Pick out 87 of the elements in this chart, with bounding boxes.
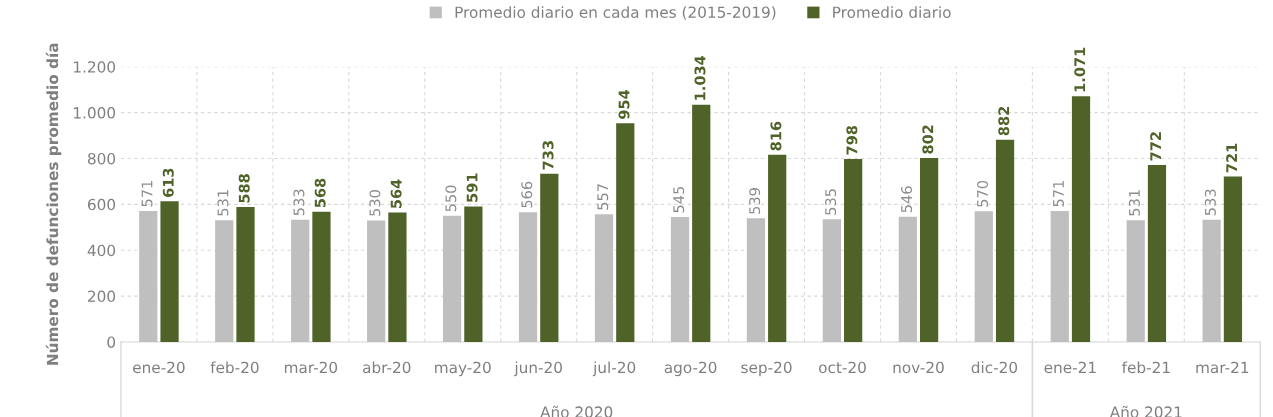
x-tick-label: ago-20 <box>664 361 717 377</box>
bar <box>312 211 331 342</box>
y-tick-label: 600 <box>87 198 116 211</box>
text: Año 2020 <box>540 405 613 417</box>
data-label: 535 <box>825 189 837 215</box>
y-tick-label: 200 <box>88 290 116 303</box>
data-label: 954 <box>618 89 630 119</box>
data-label: 533 <box>1204 189 1216 216</box>
bar <box>1126 220 1145 342</box>
y-tick-label: 800 <box>87 152 116 165</box>
x-tick-label: jun-20 <box>514 361 562 377</box>
bar <box>442 215 462 342</box>
legend-label: Promedio diario <box>833 6 951 18</box>
bar <box>540 173 559 342</box>
x-tick-label: mar-20 <box>284 361 338 374</box>
bar <box>1147 164 1167 342</box>
data-label: 1.071 <box>1074 47 1086 92</box>
y-tick-label: 1.200 <box>74 61 116 73</box>
data-label: 733 <box>542 141 554 170</box>
y-tick-label: 0 <box>107 336 116 348</box>
data-label: 545 <box>673 186 685 213</box>
bar <box>464 206 483 342</box>
data-label: 570 <box>976 180 989 207</box>
bar <box>1202 219 1221 342</box>
data-label: 591 <box>466 173 478 202</box>
y-tick-label: 400 <box>87 244 116 257</box>
bar <box>844 158 863 342</box>
data-label: 546 <box>901 186 913 213</box>
bar <box>1050 210 1069 342</box>
data-label: 530 <box>369 190 381 216</box>
data-label: 882 <box>998 107 1010 136</box>
x-tick-label: feb-21 <box>1121 361 1170 374</box>
bar <box>1223 176 1243 342</box>
data-label: 816 <box>770 121 782 151</box>
bar <box>236 207 255 342</box>
data-label: 772 <box>1150 132 1161 161</box>
data-label: 721 <box>1226 143 1237 173</box>
x-tick-label: oct-20 <box>819 361 866 374</box>
bar <box>898 216 917 342</box>
bar <box>616 123 635 342</box>
data-label: 533 <box>293 189 305 216</box>
x-tick-label: may-20 <box>435 361 491 377</box>
x-tick-label: feb-20 <box>210 361 259 374</box>
x-tick-label: nov-20 <box>893 361 944 374</box>
bar <box>367 220 386 342</box>
bar <box>746 218 766 342</box>
bar <box>160 201 179 342</box>
data-label: 550 <box>445 185 457 212</box>
data-label: 588 <box>238 174 250 203</box>
bar <box>670 216 690 342</box>
bar <box>594 214 614 342</box>
x-tick-label: jul-20 <box>592 361 636 377</box>
data-label: 568 <box>314 178 326 208</box>
y-axis-title: Número de defunciones promedio día <box>45 43 62 365</box>
x-tick-label: ene-21 <box>1044 361 1096 374</box>
bar <box>692 104 711 342</box>
legend-label: Promedio diario en cada mes (2015-2019) <box>455 6 776 20</box>
data-label: 566 <box>521 181 533 208</box>
bar <box>291 219 310 342</box>
x-tick-label: mar-21 <box>1196 361 1249 374</box>
text: Año 2021 <box>1109 405 1182 417</box>
data-label: 1.034 <box>694 55 706 100</box>
data-label: 802 <box>922 125 934 154</box>
data-label: 531 <box>217 190 229 216</box>
bar <box>995 139 1015 342</box>
bar <box>518 212 538 342</box>
bar <box>139 210 158 342</box>
data-label: 571 <box>1053 181 1064 207</box>
data-label: 557 <box>597 184 609 210</box>
data-label: 613 <box>162 168 174 197</box>
bar <box>974 211 993 342</box>
x-tick-label: dic-20 <box>971 361 1018 374</box>
bar <box>768 154 787 342</box>
x-tick-label: abr-20 <box>363 361 411 374</box>
bar <box>822 219 841 342</box>
y-tick-label: 1.000 <box>74 107 116 119</box>
bar <box>215 220 234 342</box>
data-label: 539 <box>749 188 761 214</box>
data-label: 571 <box>141 181 153 207</box>
data-label: 531 <box>1128 190 1140 216</box>
data-label: 564 <box>390 179 402 209</box>
bar <box>388 212 407 342</box>
x-tick-label: ene-20 <box>133 361 185 374</box>
bar <box>1071 96 1091 342</box>
bar <box>919 158 939 342</box>
data-label: 798 <box>846 125 858 155</box>
x-tick-label: sep-20 <box>741 361 792 377</box>
